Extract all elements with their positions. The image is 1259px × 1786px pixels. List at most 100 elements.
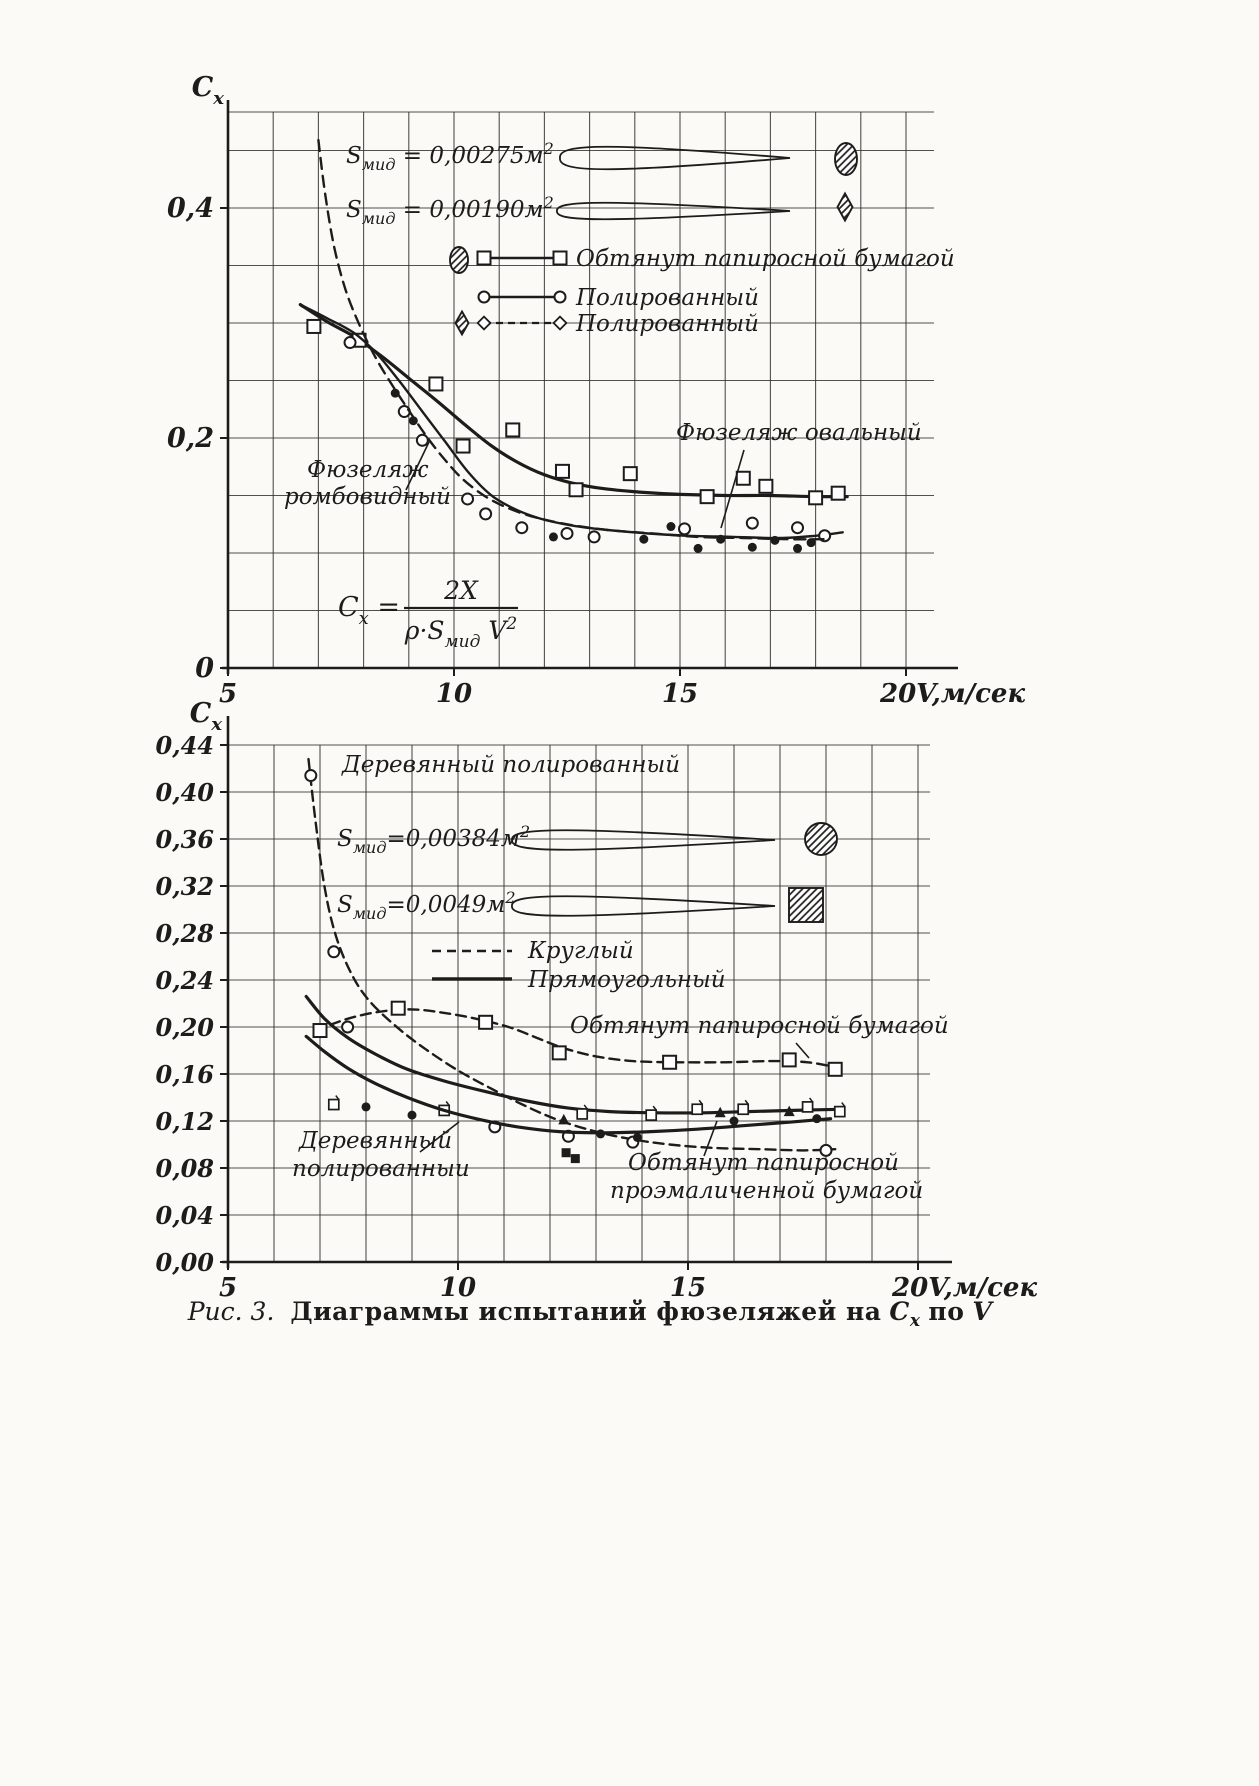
series-rect-wooden-polished xyxy=(304,994,842,1115)
marker-square-open xyxy=(808,490,824,506)
marker-flag xyxy=(841,1102,846,1108)
marker-circle-open xyxy=(791,521,805,535)
x-tick-label: 5 xyxy=(219,679,237,709)
y-tick-label: 0,04 xyxy=(156,1201,214,1230)
y-tick-label: 0,00 xyxy=(156,1248,215,1277)
label-wooden-polished-top: Деревянный полированный xyxy=(341,752,680,778)
leader-line xyxy=(419,1121,460,1153)
x-tick-label: 5 xyxy=(219,1273,237,1303)
leader-line xyxy=(720,449,745,529)
marker-square-open xyxy=(662,1054,678,1070)
x-tick-label: 10 xyxy=(440,1273,476,1303)
marker-square-open xyxy=(827,1061,843,1077)
label-fuselage-rhombic-1: Фюзеляж xyxy=(307,457,429,483)
marker-flag xyxy=(445,1100,450,1106)
marker-circle-filled xyxy=(361,1102,371,1112)
marker-flag-square xyxy=(737,1103,750,1116)
formula-numerator: 2X xyxy=(443,576,479,605)
cross-section-square xyxy=(788,887,824,923)
marker-circle-open xyxy=(553,290,567,304)
legend-label: Обтянут папиросной бумагой xyxy=(576,246,955,272)
series-rhombic-polished xyxy=(317,138,831,541)
label-fuselage-oval: Фюзеляж овальный xyxy=(676,420,922,446)
x-tick-label: 15 xyxy=(670,1273,706,1303)
label-covered-paper: Обтянут папиросной бумагой xyxy=(570,1013,949,1039)
marker-circle-open xyxy=(560,526,574,540)
marker-square-open xyxy=(551,1045,567,1061)
marker-flag-square xyxy=(691,1103,704,1116)
marker-circle-filled xyxy=(548,532,558,542)
marker-circle-open xyxy=(479,507,493,521)
y-tick-label: 0 xyxy=(195,653,214,684)
series-oval-polished xyxy=(299,303,844,540)
marker-circle-filled xyxy=(793,543,803,553)
label-wooden-1: Деревянный xyxy=(298,1128,452,1154)
label-enamel-paper-1: Обтянут папиросной xyxy=(628,1150,899,1176)
marker-circle-open xyxy=(587,530,601,544)
leader-line xyxy=(795,1042,810,1059)
cross-section-diamond xyxy=(454,309,470,337)
y-tick-label: 0,44 xyxy=(156,731,214,760)
marker-square-open xyxy=(699,489,715,505)
legend-row: Прямоугольный xyxy=(432,967,726,993)
caption-number: Рис. 3. xyxy=(187,1297,275,1326)
marker-triangle-filled xyxy=(558,1113,570,1125)
marker-circle-filled xyxy=(812,1114,822,1124)
marker-circle-filled xyxy=(716,534,726,544)
marker-circle-open xyxy=(461,492,475,506)
marker-circle-open xyxy=(304,769,318,783)
y-tick-label: 0,40 xyxy=(156,778,215,807)
caption-tail: по xyxy=(928,1297,965,1326)
marker-flag-square xyxy=(327,1098,340,1111)
marker-flag xyxy=(698,1099,703,1105)
marker-circle-filled xyxy=(747,542,757,552)
marker-circle-open xyxy=(515,521,529,535)
y-tick-label: 0,20 xyxy=(156,1013,215,1042)
marker-circle-filled xyxy=(806,538,816,548)
marker-circle-open xyxy=(678,522,692,536)
marker-flag xyxy=(652,1105,657,1111)
caption-cx-base: C xyxy=(889,1297,910,1326)
x-tick-label: 15 xyxy=(662,679,698,709)
y-tick-label: 0,32 xyxy=(156,872,214,901)
marker-circle-filled xyxy=(596,1129,606,1139)
legend-label: Прямоугольный xyxy=(527,967,726,993)
label-smid-3: Sмид=0,00384м2 xyxy=(337,822,530,857)
marker-square-open xyxy=(428,376,444,392)
marker-circle-open xyxy=(477,290,491,304)
marker-circle-open xyxy=(341,1020,355,1034)
label-fuselage-rhombic-2: ромбовидный xyxy=(284,484,451,510)
marker-square-filled xyxy=(561,1148,571,1158)
marker-square-open xyxy=(455,438,471,454)
legend-label: Полированный xyxy=(575,285,759,311)
legend-row: Круглый xyxy=(432,938,634,964)
cross-section-circle xyxy=(804,822,838,856)
y-tick-label: 0,36 xyxy=(156,825,215,854)
marker-square-open xyxy=(568,482,584,498)
fuselage-profile xyxy=(511,895,776,917)
cross-section-oval xyxy=(834,142,858,176)
marker-square-filled xyxy=(570,1154,580,1164)
caption-cx: Cx xyxy=(889,1297,920,1331)
legend-row: Полированный xyxy=(454,309,759,337)
series-rect-enamel-paper xyxy=(304,1034,833,1135)
marker-square-open xyxy=(781,1052,797,1068)
marker-square-open xyxy=(552,250,568,266)
marker-circle-filled xyxy=(407,1110,417,1120)
marker-circle-filled xyxy=(729,1116,739,1126)
marker-circle-filled xyxy=(639,534,649,544)
marker-circle-filled xyxy=(666,522,676,532)
marker-square-open xyxy=(312,1023,328,1039)
x-tick-label: 20V,м/сек xyxy=(879,679,1025,709)
marker-flag-square xyxy=(576,1108,589,1120)
marker-triangle-filled xyxy=(714,1106,726,1118)
legend-label: Круглый xyxy=(527,938,634,964)
marker-circle-filled xyxy=(632,1132,642,1142)
marker-flag xyxy=(335,1095,340,1101)
marker-square-open xyxy=(476,250,492,266)
marker-flag-square xyxy=(645,1109,658,1121)
leader-line xyxy=(703,1120,718,1157)
cx-formula: Cx = 2X ρ·Sмид V2 xyxy=(338,576,518,652)
